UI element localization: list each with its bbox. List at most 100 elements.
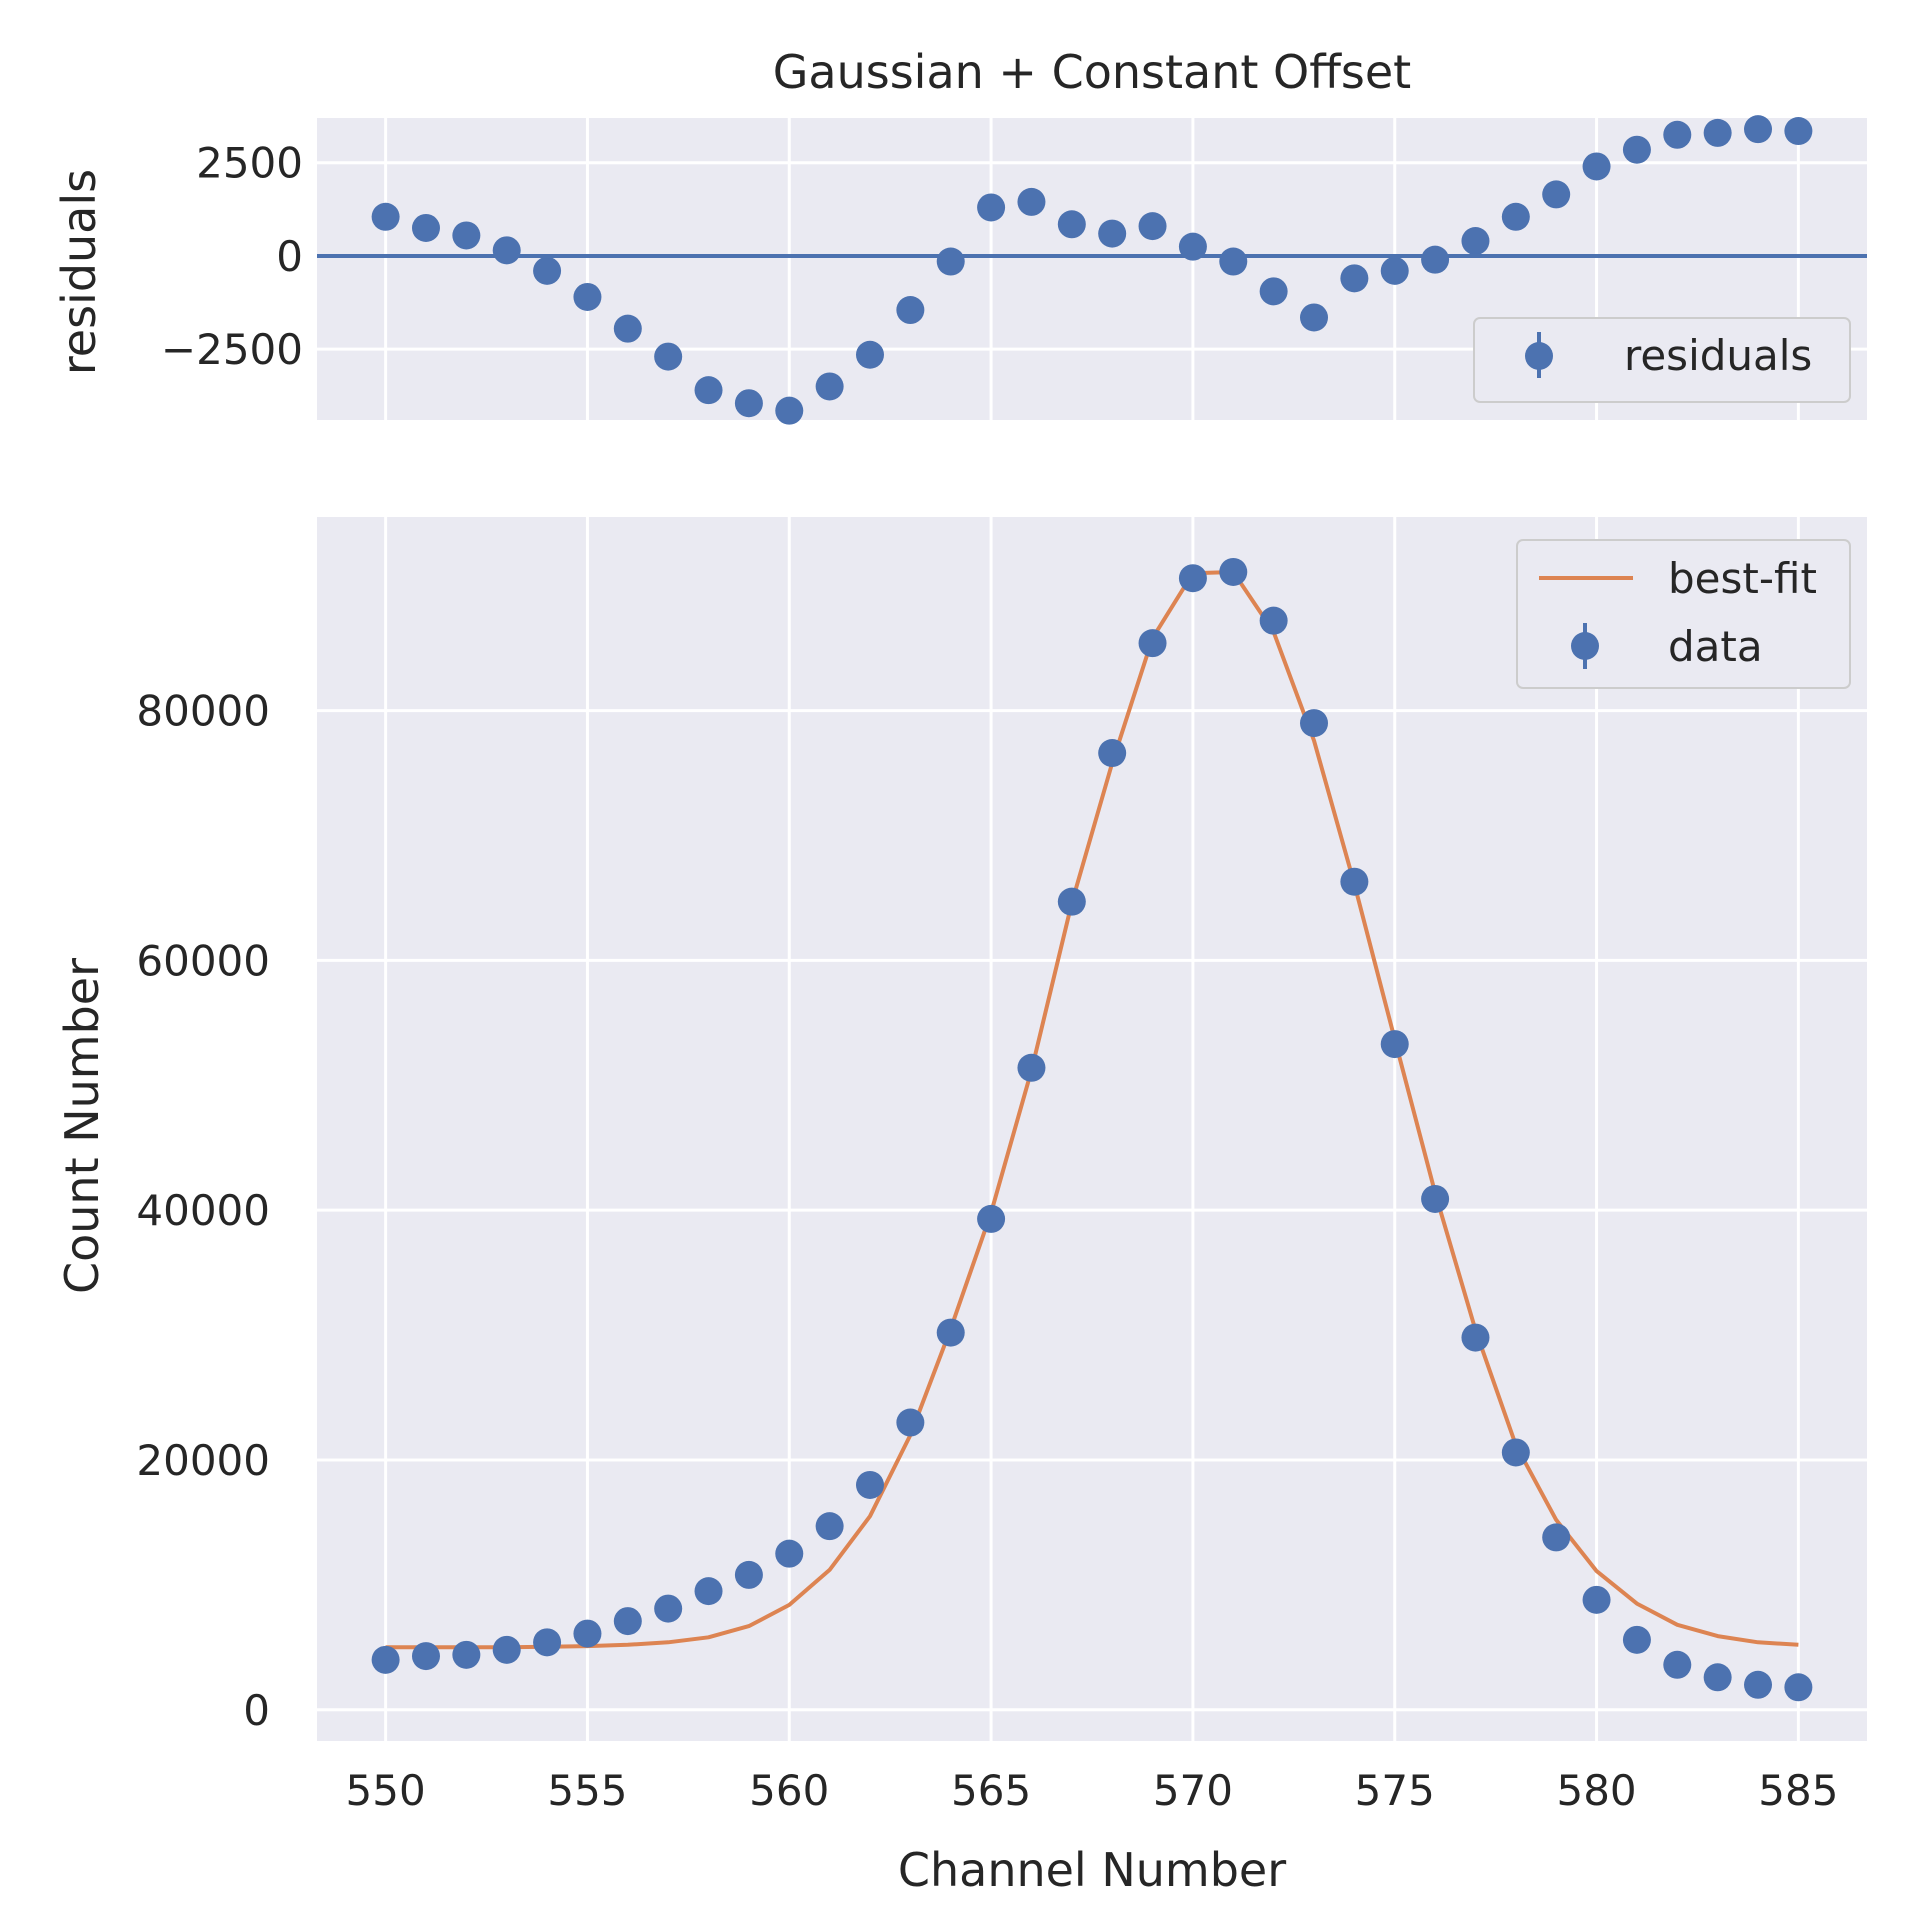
residual-point <box>855 340 884 369</box>
data-point <box>855 1470 884 1499</box>
data-point <box>977 1204 1006 1233</box>
data-point <box>533 1628 562 1657</box>
residual-point <box>734 389 763 418</box>
main-marks <box>371 557 1813 1702</box>
data-point <box>1582 1585 1611 1614</box>
residual-point <box>1259 277 1288 306</box>
x-tick-label: 585 <box>1758 1766 1838 1815</box>
main-y-ticks: 0 20000 40000 60000 80000 <box>136 687 270 1735</box>
residual-point <box>1340 264 1369 293</box>
residual-point <box>1622 135 1651 164</box>
main-panel: 0 20000 40000 60000 80000 550 555 560 565 570 575… <box>55 517 1867 1897</box>
residual-point <box>1582 152 1611 181</box>
residual-point <box>1542 180 1571 209</box>
data-point <box>1340 867 1369 896</box>
residual-point <box>371 202 400 231</box>
data-point <box>1057 887 1086 916</box>
residual-point <box>1057 210 1086 239</box>
residual-point <box>1219 247 1248 276</box>
data-point <box>1501 1438 1530 1467</box>
residual-point <box>1300 303 1329 332</box>
residual-point <box>1663 120 1692 149</box>
data-point <box>1622 1625 1651 1654</box>
main-y-tick-label: 80000 <box>136 687 270 736</box>
residual-point <box>1784 117 1813 146</box>
data-point <box>1542 1523 1571 1552</box>
main-y-tick-label: 60000 <box>136 936 270 985</box>
data-point <box>1784 1673 1813 1702</box>
residual-point <box>694 376 723 405</box>
data-point <box>1421 1184 1450 1213</box>
residuals-y-tick-label: −2500 <box>161 325 303 374</box>
data-point <box>694 1577 723 1606</box>
x-tick-label: 570 <box>1153 1766 1233 1815</box>
main-grid <box>317 517 1867 1741</box>
data-point <box>371 1645 400 1674</box>
main-plot-background <box>317 517 1867 1741</box>
residual-point <box>896 296 925 325</box>
residual-point <box>1017 187 1046 216</box>
residual-point <box>533 256 562 285</box>
residual-point <box>1501 202 1530 231</box>
residuals-y-ticks: −2500 0 2500 <box>161 139 303 374</box>
residuals-marks <box>317 115 1867 425</box>
residual-point <box>936 247 965 276</box>
data-point <box>573 1619 602 1648</box>
x-axis-label: Channel Number <box>898 1843 1286 1897</box>
residual-point <box>1461 227 1490 256</box>
main-legend: best-fit data <box>1516 539 1851 689</box>
residual-point <box>1098 219 1127 248</box>
residual-point <box>411 213 440 242</box>
residual-point <box>613 314 642 343</box>
residual-point <box>654 342 683 371</box>
residuals-legend-marker <box>1525 342 1553 370</box>
residual-point <box>573 282 602 311</box>
x-tick-label: 580 <box>1556 1766 1636 1815</box>
residual-point <box>1421 245 1450 274</box>
data-point <box>1300 709 1329 738</box>
data-point <box>654 1594 683 1623</box>
residuals-y-tick-label: 2500 <box>196 139 303 188</box>
residual-point <box>492 236 521 265</box>
data-point <box>1219 557 1248 586</box>
main-y-tick-label: 40000 <box>136 1186 270 1235</box>
residual-point <box>1178 232 1207 261</box>
data-point <box>1744 1670 1773 1699</box>
data-point <box>1098 739 1127 768</box>
main-legend-bestfit-label: best-fit <box>1668 554 1817 603</box>
main-x-ticks: 550 555 560 565 570 575 580 585 <box>346 1766 1839 1815</box>
data-point <box>1703 1663 1732 1692</box>
data-point <box>1259 606 1288 635</box>
residual-point <box>1744 115 1773 144</box>
x-tick-label: 575 <box>1355 1766 1435 1815</box>
residual-point <box>977 193 1006 222</box>
residual-point <box>1380 256 1409 285</box>
data-point <box>452 1640 481 1669</box>
residuals-legend-box <box>1473 317 1851 403</box>
residual-point <box>1138 212 1167 241</box>
data-point <box>1461 1323 1490 1352</box>
main-legend-data-marker <box>1571 632 1599 660</box>
residuals-legend-label: residuals <box>1624 331 1812 380</box>
residual-point <box>452 221 481 250</box>
main-y-tick-label: 0 <box>243 1686 270 1735</box>
data-point <box>936 1318 965 1347</box>
data-point <box>492 1635 521 1664</box>
x-tick-label: 565 <box>951 1766 1031 1815</box>
chart-title: Gaussian + Constant Offset <box>773 45 1411 99</box>
residual-point <box>815 372 844 401</box>
residuals-panel: −2500 0 2500 Gaussian + Constant Offset re… <box>52 45 1867 425</box>
x-tick-label: 550 <box>346 1766 426 1815</box>
data-point <box>613 1607 642 1636</box>
residual-point <box>1703 118 1732 147</box>
data-point <box>1178 564 1207 593</box>
data-point <box>1380 1030 1409 1059</box>
data-point <box>1663 1650 1692 1679</box>
data-point <box>775 1539 804 1568</box>
data-point <box>896 1408 925 1437</box>
residual-point <box>775 396 804 425</box>
residuals-y-axis-label: residuals <box>52 169 106 375</box>
x-tick-label: 555 <box>547 1766 627 1815</box>
data-point <box>1138 629 1167 658</box>
